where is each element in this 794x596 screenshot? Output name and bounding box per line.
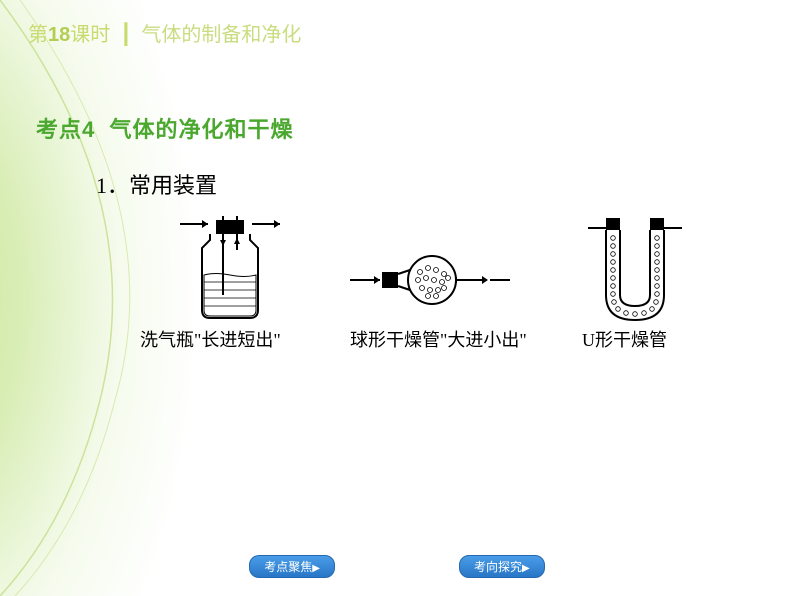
subsection-name: 常用装置 [129, 173, 217, 198]
lesson-prefix: 第 [28, 24, 48, 46]
wash-bottle-diagram [160, 210, 300, 330]
u-tube-diagram [580, 210, 690, 330]
nav-explore-label: 考向探究 [474, 560, 522, 574]
subsection-title: 1．常用装置 [96, 168, 217, 200]
nav-focus-label: 考点聚焦 [264, 560, 312, 574]
lesson-suffix: 课时 [70, 24, 110, 46]
section-title: 考点4 气体的净化和干燥 [36, 112, 294, 144]
header-separator: ┃ [120, 24, 132, 46]
ball-tube-label: 球形干燥管"大进小出" [350, 326, 527, 352]
nav-bar: 考点聚焦▶ 考向探究▶ [0, 555, 794, 578]
section-number: 考点4 [36, 117, 95, 142]
lesson-number: 18 [48, 24, 70, 46]
subsection-number: 1． [96, 173, 129, 198]
arrow-icon: ▶ [312, 563, 320, 574]
u-tube-label: U形干燥管 [582, 326, 667, 352]
section-name: 气体的净化和干燥 [109, 117, 293, 142]
wash-bottle-label: 洗气瓶"长进短出" [140, 326, 281, 352]
lesson-title: 气体的制备和净化 [141, 24, 301, 46]
arrow-icon: ▶ [522, 563, 530, 574]
lesson-header: 第18课时 ┃ 气体的制备和净化 [28, 18, 301, 47]
nav-focus-button[interactable]: 考点聚焦▶ [249, 555, 335, 578]
nav-explore-button[interactable]: 考向探究▶ [459, 555, 545, 578]
ball-drying-tube-diagram [340, 240, 520, 320]
